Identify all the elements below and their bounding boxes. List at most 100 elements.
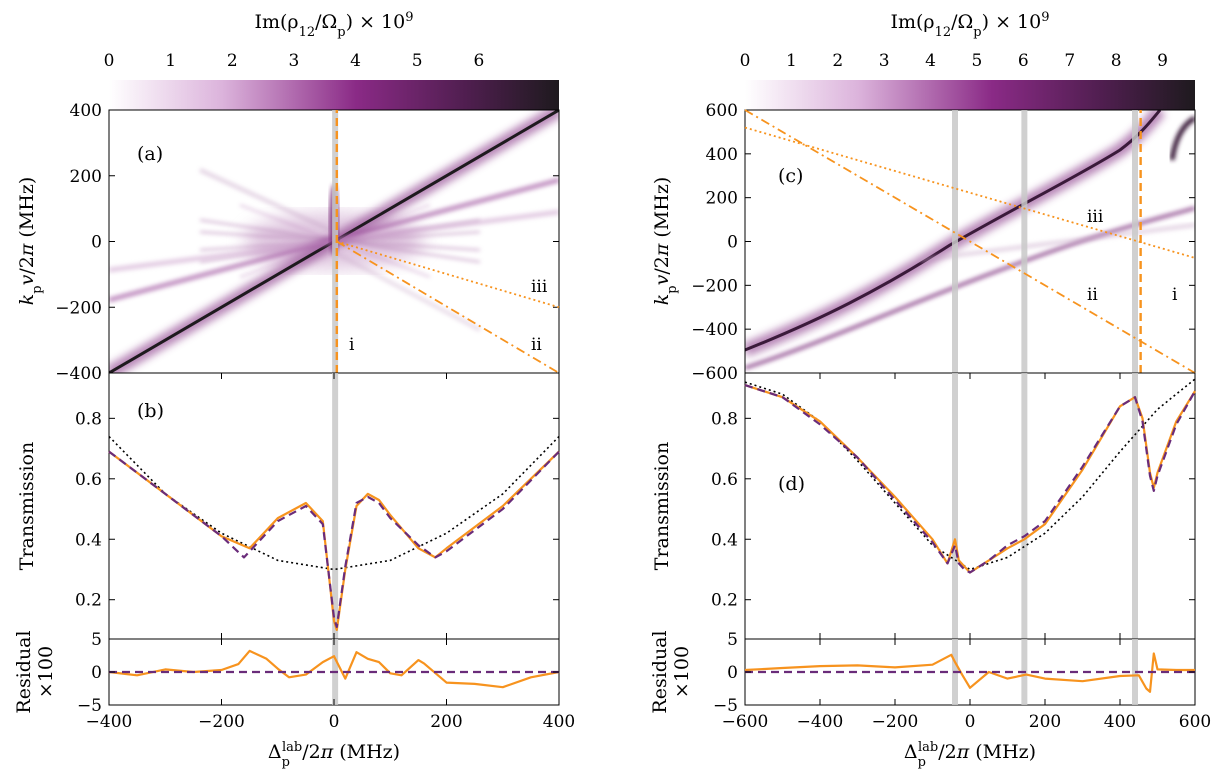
- panel-a-line-i-label: i: [349, 335, 355, 355]
- heatmap-c-ridge-main: [745, 110, 1162, 352]
- heatmap-c-ridges: [745, 110, 1195, 370]
- panel-c-line-iii-label: iii: [1087, 207, 1104, 227]
- highlight-bar: [1021, 373, 1028, 639]
- panel-b-label: (b): [137, 400, 164, 422]
- panel-a-label: (a): [137, 143, 163, 165]
- colorbar-tick-label: 3: [879, 51, 890, 71]
- guide-line-ii: [336, 240, 560, 374]
- x-tick-label: −200: [872, 712, 919, 732]
- panel-residual-right: −5 0 5 −600 −400 −200 0 200 400 600 Residual ×100…: [649, 630, 1211, 769]
- colorbar-tick-label: 1: [165, 51, 176, 71]
- panel-d-label: (d): [778, 473, 805, 495]
- colorbar-tick-label: 0: [740, 51, 751, 71]
- y-tick-label: 0.4: [711, 530, 738, 550]
- y-tick-label: 0.2: [711, 591, 738, 611]
- y-tick-label: −400: [55, 364, 102, 384]
- colorbar-tick-label: 7: [1064, 51, 1075, 71]
- panel-d-ylabel: Transmission: [651, 442, 673, 570]
- colorbar-tick-label: 2: [227, 51, 238, 71]
- panel-c-line-i-label: i: [1172, 285, 1178, 305]
- residual-right-ylabel-2: ×100: [671, 646, 693, 698]
- panel-a-ylabel: kpv/2π (MHz): [16, 177, 45, 305]
- x-tick-label: −400: [797, 712, 844, 732]
- series-line-solid: [744, 384, 1196, 574]
- x-tick-label: −600: [722, 712, 769, 732]
- highlight-bar: [332, 373, 339, 639]
- y-tick-label: 0.6: [75, 470, 102, 490]
- y-tick-label: −400: [691, 320, 738, 340]
- colorbar-tick-label: 2: [832, 51, 843, 71]
- residual-right-plot: −5 0 5 −600 −400 −200 0 200 400 600: [713, 630, 1211, 732]
- y-tick-label: −5: [713, 696, 738, 716]
- y-tick-label: 400: [706, 145, 738, 165]
- panel-d-frame: [744, 372, 1196, 640]
- panel-a-axes: −400 −200 0 200 400: [55, 101, 559, 384]
- highlight-bar: [332, 110, 339, 373]
- panel-b-ylabel: Transmission: [16, 442, 38, 570]
- colorbar-right: Im(ρ12/Ωp) × 109 0 1 2 3 4 5 6 7 8 9: [740, 10, 1195, 110]
- heatmap-a-ridge-faint-2: [329, 248, 481, 332]
- panel-c-label: (c): [778, 165, 803, 187]
- colorbar-left-title: Im(ρ12/Ωp) × 109: [254, 10, 413, 40]
- y-tick-label: 600: [706, 101, 738, 121]
- colorbar-tick-label: 1: [786, 51, 797, 71]
- panel-c-line-ii-label: ii: [1087, 285, 1098, 305]
- x-tick-label: 0: [329, 712, 340, 732]
- right-xlabel: Δplab/2π (MHz): [904, 740, 1036, 769]
- y-tick-label: 0: [91, 233, 102, 253]
- y-tick-label: −5: [77, 696, 102, 716]
- panel-a-line-iii-label: iii: [531, 277, 548, 297]
- series-line-dotted: [744, 378, 1196, 571]
- series-line-dashed: [108, 450, 560, 629]
- panel-d-transmission: 0.2 0.4 0.6 0.8 (d) Transmission: [651, 372, 1196, 640]
- x-tick-label: 200: [430, 712, 462, 732]
- left-xlabel: Δplab/2π (MHz): [268, 740, 400, 769]
- colorbar-left: Im(ρ12/Ωp) × 109 0 1 2 3 4 5 6: [104, 10, 559, 110]
- x-tick-label: 600: [1179, 712, 1211, 732]
- series-line-solid: [744, 652, 1195, 693]
- heatmap-c-ridge-lower: [745, 206, 1195, 370]
- colorbar-right-title: Im(ρ12/Ωp) × 109: [890, 10, 1049, 40]
- panel-c-ylabel: kpv/2π (MHz): [651, 177, 680, 305]
- y-tick-label: 0.6: [711, 470, 738, 490]
- y-tick-label: 5: [727, 630, 738, 650]
- highlight-bar: [952, 110, 958, 373]
- y-tick-label: 5: [91, 630, 102, 650]
- series-line-solid: [108, 649, 560, 689]
- panel-b-plot: 0.2 0.4 0.6 0.8: [75, 373, 560, 639]
- highlight-bar: [1021, 110, 1028, 373]
- colorbar-right-gradient: [745, 80, 1195, 110]
- x-tick-label: 0: [965, 712, 976, 732]
- y-tick-label: −600: [691, 364, 738, 384]
- y-tick-label: 200: [706, 189, 738, 209]
- colorbar-tick-label: 3: [289, 51, 300, 71]
- panel-b-transmission: 0.2 0.4 0.6 0.8 (b) Transmission: [16, 372, 560, 640]
- heatmap-c-ridge-faint: [919, 223, 1195, 262]
- colorbar-tick-label: 0: [104, 51, 115, 71]
- heatmap-a-ridge-faint-1: [199, 168, 331, 232]
- guide-line-iii: [336, 240, 560, 309]
- highlight-bar: [1132, 373, 1138, 639]
- highlight-bar: [1132, 110, 1138, 373]
- colorbar-tick-label: 6: [1018, 51, 1029, 71]
- colorbar-tick-label: 4: [925, 51, 936, 71]
- left-column: Im(ρ12/Ωp) × 109 0 1 2 3 4 5 6: [13, 10, 575, 769]
- y-tick-label: 400: [70, 101, 102, 121]
- y-tick-label: 200: [70, 167, 102, 187]
- y-tick-label: 0.8: [711, 409, 738, 429]
- y-tick-label: 0.4: [75, 530, 102, 550]
- y-tick-label: 0: [727, 233, 738, 253]
- y-tick-label: 0: [727, 663, 738, 683]
- colorbar-right-ticks: 0 1 2 3 4 5 6 7 8 9: [740, 51, 1168, 71]
- panel-d-plot: 0.2 0.4 0.6 0.8: [711, 373, 1196, 639]
- colorbar-tick-label: 4: [350, 51, 361, 71]
- series-line-dashed: [744, 384, 1196, 574]
- panel-c-heatmap: −600 −400 −200 0 200 400 600 (c) i ii iii kpv/…: [651, 101, 1196, 384]
- residual-left-ylabel: Residual: [13, 630, 35, 713]
- panel-a-heatmap: −400 −200 0 200 400 (a) i ii iii kpv/2π (MHz…: [16, 101, 560, 384]
- colorbar-tick-label: 6: [473, 51, 484, 71]
- residual-left-plot: −5 0 5 −400 −200 0 200 400: [77, 630, 575, 732]
- highlight-bar: [952, 373, 958, 639]
- residual-left-ylabel-2: ×100: [35, 646, 57, 698]
